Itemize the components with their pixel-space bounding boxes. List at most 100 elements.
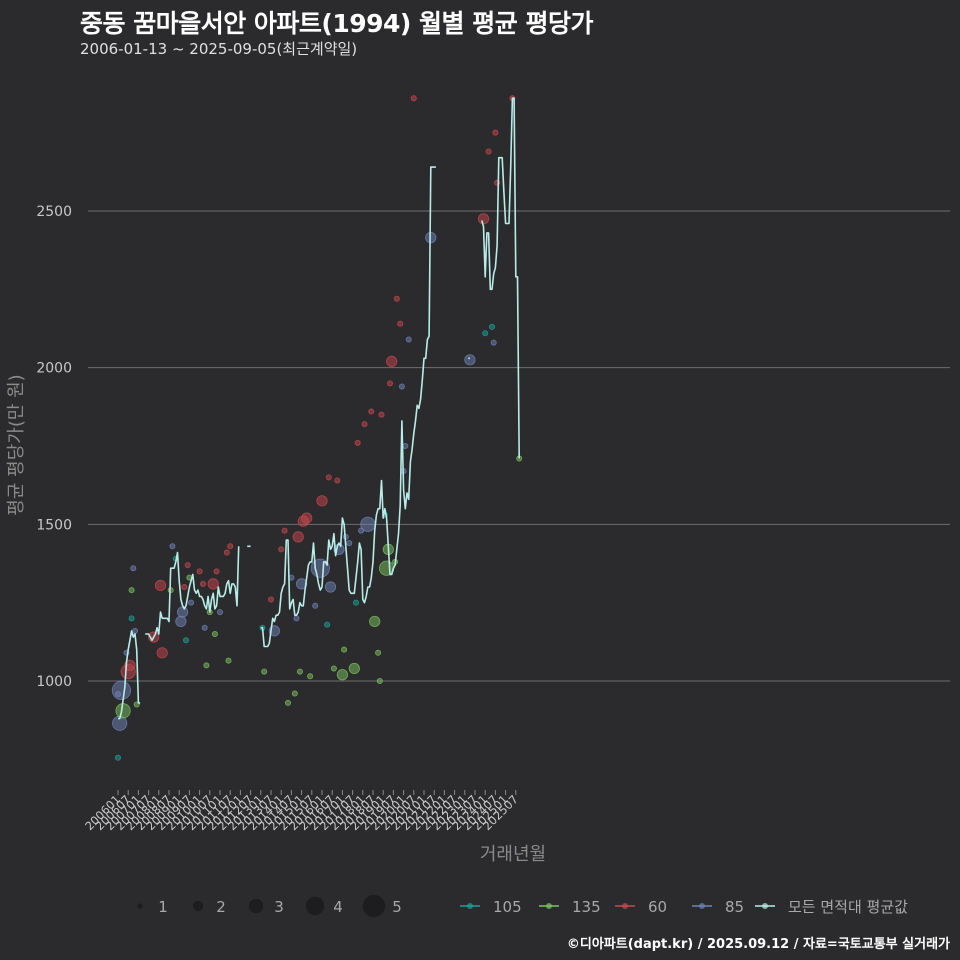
footer-credit: ©디아파트(dapt.kr) / 2025.09.12 / 자료=국토교통부 실…	[566, 937, 950, 952]
scatter-point-60-201610	[334, 477, 341, 484]
x-axis-ticks: 2006012006072007012007072008012008072009…	[82, 790, 521, 833]
scatter-point-60-201011	[213, 568, 220, 575]
scatter-point-60-201906	[386, 355, 398, 367]
scatter-point-60-201605	[325, 474, 332, 481]
scatter-point-105-201604	[324, 621, 331, 628]
scatter-point-60-201003	[199, 580, 206, 587]
scatter-point-60-201403	[281, 527, 288, 534]
scatter-point-85-201004	[201, 624, 208, 631]
gridlines	[88, 210, 950, 682]
scatter-point-85-202406	[490, 339, 497, 346]
legend-key-60	[622, 903, 628, 909]
scatter-point-135-201808	[369, 615, 381, 628]
legend-key-105	[467, 903, 473, 909]
scatter-point-135-201811	[376, 678, 383, 685]
legend-size-4	[305, 896, 325, 916]
scatter-point-85-201509	[312, 602, 319, 609]
legend-label-135: 135	[572, 898, 601, 916]
scatter-point-60-201802	[361, 421, 368, 428]
scatter-point-60-200608	[124, 659, 136, 671]
scatter-point-85-201101	[216, 609, 223, 616]
scatter-point-60-202407	[492, 129, 499, 136]
scatter-point-135-201810	[375, 649, 382, 656]
y-tick-label: 2500	[36, 204, 72, 220]
legend-key-85	[699, 903, 705, 909]
chart-subtitle: 2006-01-13 ~ 2025-09-05(최근계약일)	[80, 40, 358, 58]
scatter-point-105-202405	[488, 323, 495, 330]
scatter-point-85-200610	[130, 565, 137, 572]
scatter-point-135-201412	[296, 668, 303, 675]
scatter-point-60-201105	[223, 549, 230, 556]
legend-size-label: 4	[333, 898, 343, 916]
average-line-segment-0	[118, 630, 141, 720]
scatter-point-85-201501	[295, 578, 308, 590]
scatter-point-60-201009	[207, 578, 219, 590]
scatter-point-135-201506	[307, 673, 314, 680]
legend: 1 2 3 4 5 105 135 60 85 모든 면적대 평균값	[137, 894, 908, 918]
legend-size-label: 3	[274, 898, 284, 916]
average-line-segment-1	[145, 546, 240, 642]
average-line-segment-3	[260, 166, 436, 648]
scatter-points	[111, 95, 523, 761]
scatter-point-60-201905	[386, 380, 393, 387]
legend-key-135	[546, 903, 552, 909]
legend-size-label: 5	[392, 898, 402, 916]
scatter-point-135-201702	[341, 646, 348, 653]
legend-label-85: 85	[725, 898, 744, 916]
scatter-point-105-202401	[482, 330, 489, 337]
scatter-point-85-201804	[360, 516, 376, 532]
scatter-point-60-201806	[368, 408, 375, 415]
y-tick-label: 1000	[36, 674, 72, 690]
scatter-point-105-200905	[182, 637, 189, 644]
chart-title: 중동 꿈마을서안 아파트(1994) 월별 평균 평당가	[80, 9, 593, 38]
scatter-point-60-201307	[267, 596, 274, 603]
legend-label-60: 60	[648, 898, 667, 916]
scatter-point-60-200803	[156, 647, 168, 659]
scatter-point-60-202312	[477, 213, 490, 225]
scatter-point-60-201107	[227, 543, 234, 550]
y-axis-title: 평균 평당가(만 원)	[6, 374, 27, 515]
scatter-point-60-200904	[181, 584, 188, 591]
legend-size-2	[192, 900, 204, 912]
scatter-point-135-201303	[261, 668, 268, 675]
scatter-point-85-200809	[169, 543, 176, 550]
scatter-point-85-202304	[464, 354, 476, 366]
scatter-point-135-201409	[291, 690, 298, 697]
legend-key-모든 면적대 평균값	[762, 903, 768, 909]
scatter-point-60-201710	[354, 439, 361, 446]
scatter-point-135-200609	[128, 587, 135, 594]
legend-size-1	[137, 903, 143, 909]
x-axis-title: 거래년월	[480, 844, 546, 865]
legend-size-5	[362, 894, 386, 918]
scatter-point-135-201106	[225, 657, 232, 664]
average-line-segment-5	[481, 97, 520, 459]
scatter-point-85-202004	[405, 336, 412, 343]
scatter-point-60-202007	[410, 95, 417, 102]
scatter-point-60-201001	[196, 568, 203, 575]
scatter-point-85-200903	[177, 606, 189, 618]
scatter-point-85-201606	[324, 581, 337, 593]
scatter-point-85-200603	[111, 680, 132, 701]
scatter-point-60-200906	[184, 562, 191, 569]
scatter-point-105-200609	[128, 615, 135, 622]
scatter-point-135-201005	[203, 662, 210, 669]
y-axis-ticks: 1000 1500 2000 2500	[36, 204, 72, 690]
scatter-point-135-201608	[330, 665, 337, 672]
scatter-point-60-202403	[485, 148, 492, 155]
scatter-point-105-200601	[115, 754, 122, 761]
scatter-point-60-201909	[393, 295, 400, 302]
scatter-point-60-201812	[378, 411, 385, 418]
y-tick-label: 1500	[36, 517, 72, 533]
scatter-point-105-201709	[352, 599, 359, 606]
scatter-point-135-201708	[348, 662, 360, 675]
scatter-point-85-201410	[293, 615, 300, 622]
scatter-point-60-200802	[154, 579, 167, 592]
legend-label-105: 105	[493, 898, 522, 916]
scatter-point-60-201601	[316, 495, 328, 507]
legend-label-모든 면적대 평균값: 모든 면적대 평균값	[788, 898, 908, 916]
legend-size-label: 1	[158, 898, 168, 916]
scatter-point-135-201701	[336, 669, 348, 681]
scatter-point-85-201705	[346, 540, 353, 547]
scatter-point-60-201911	[397, 320, 404, 327]
